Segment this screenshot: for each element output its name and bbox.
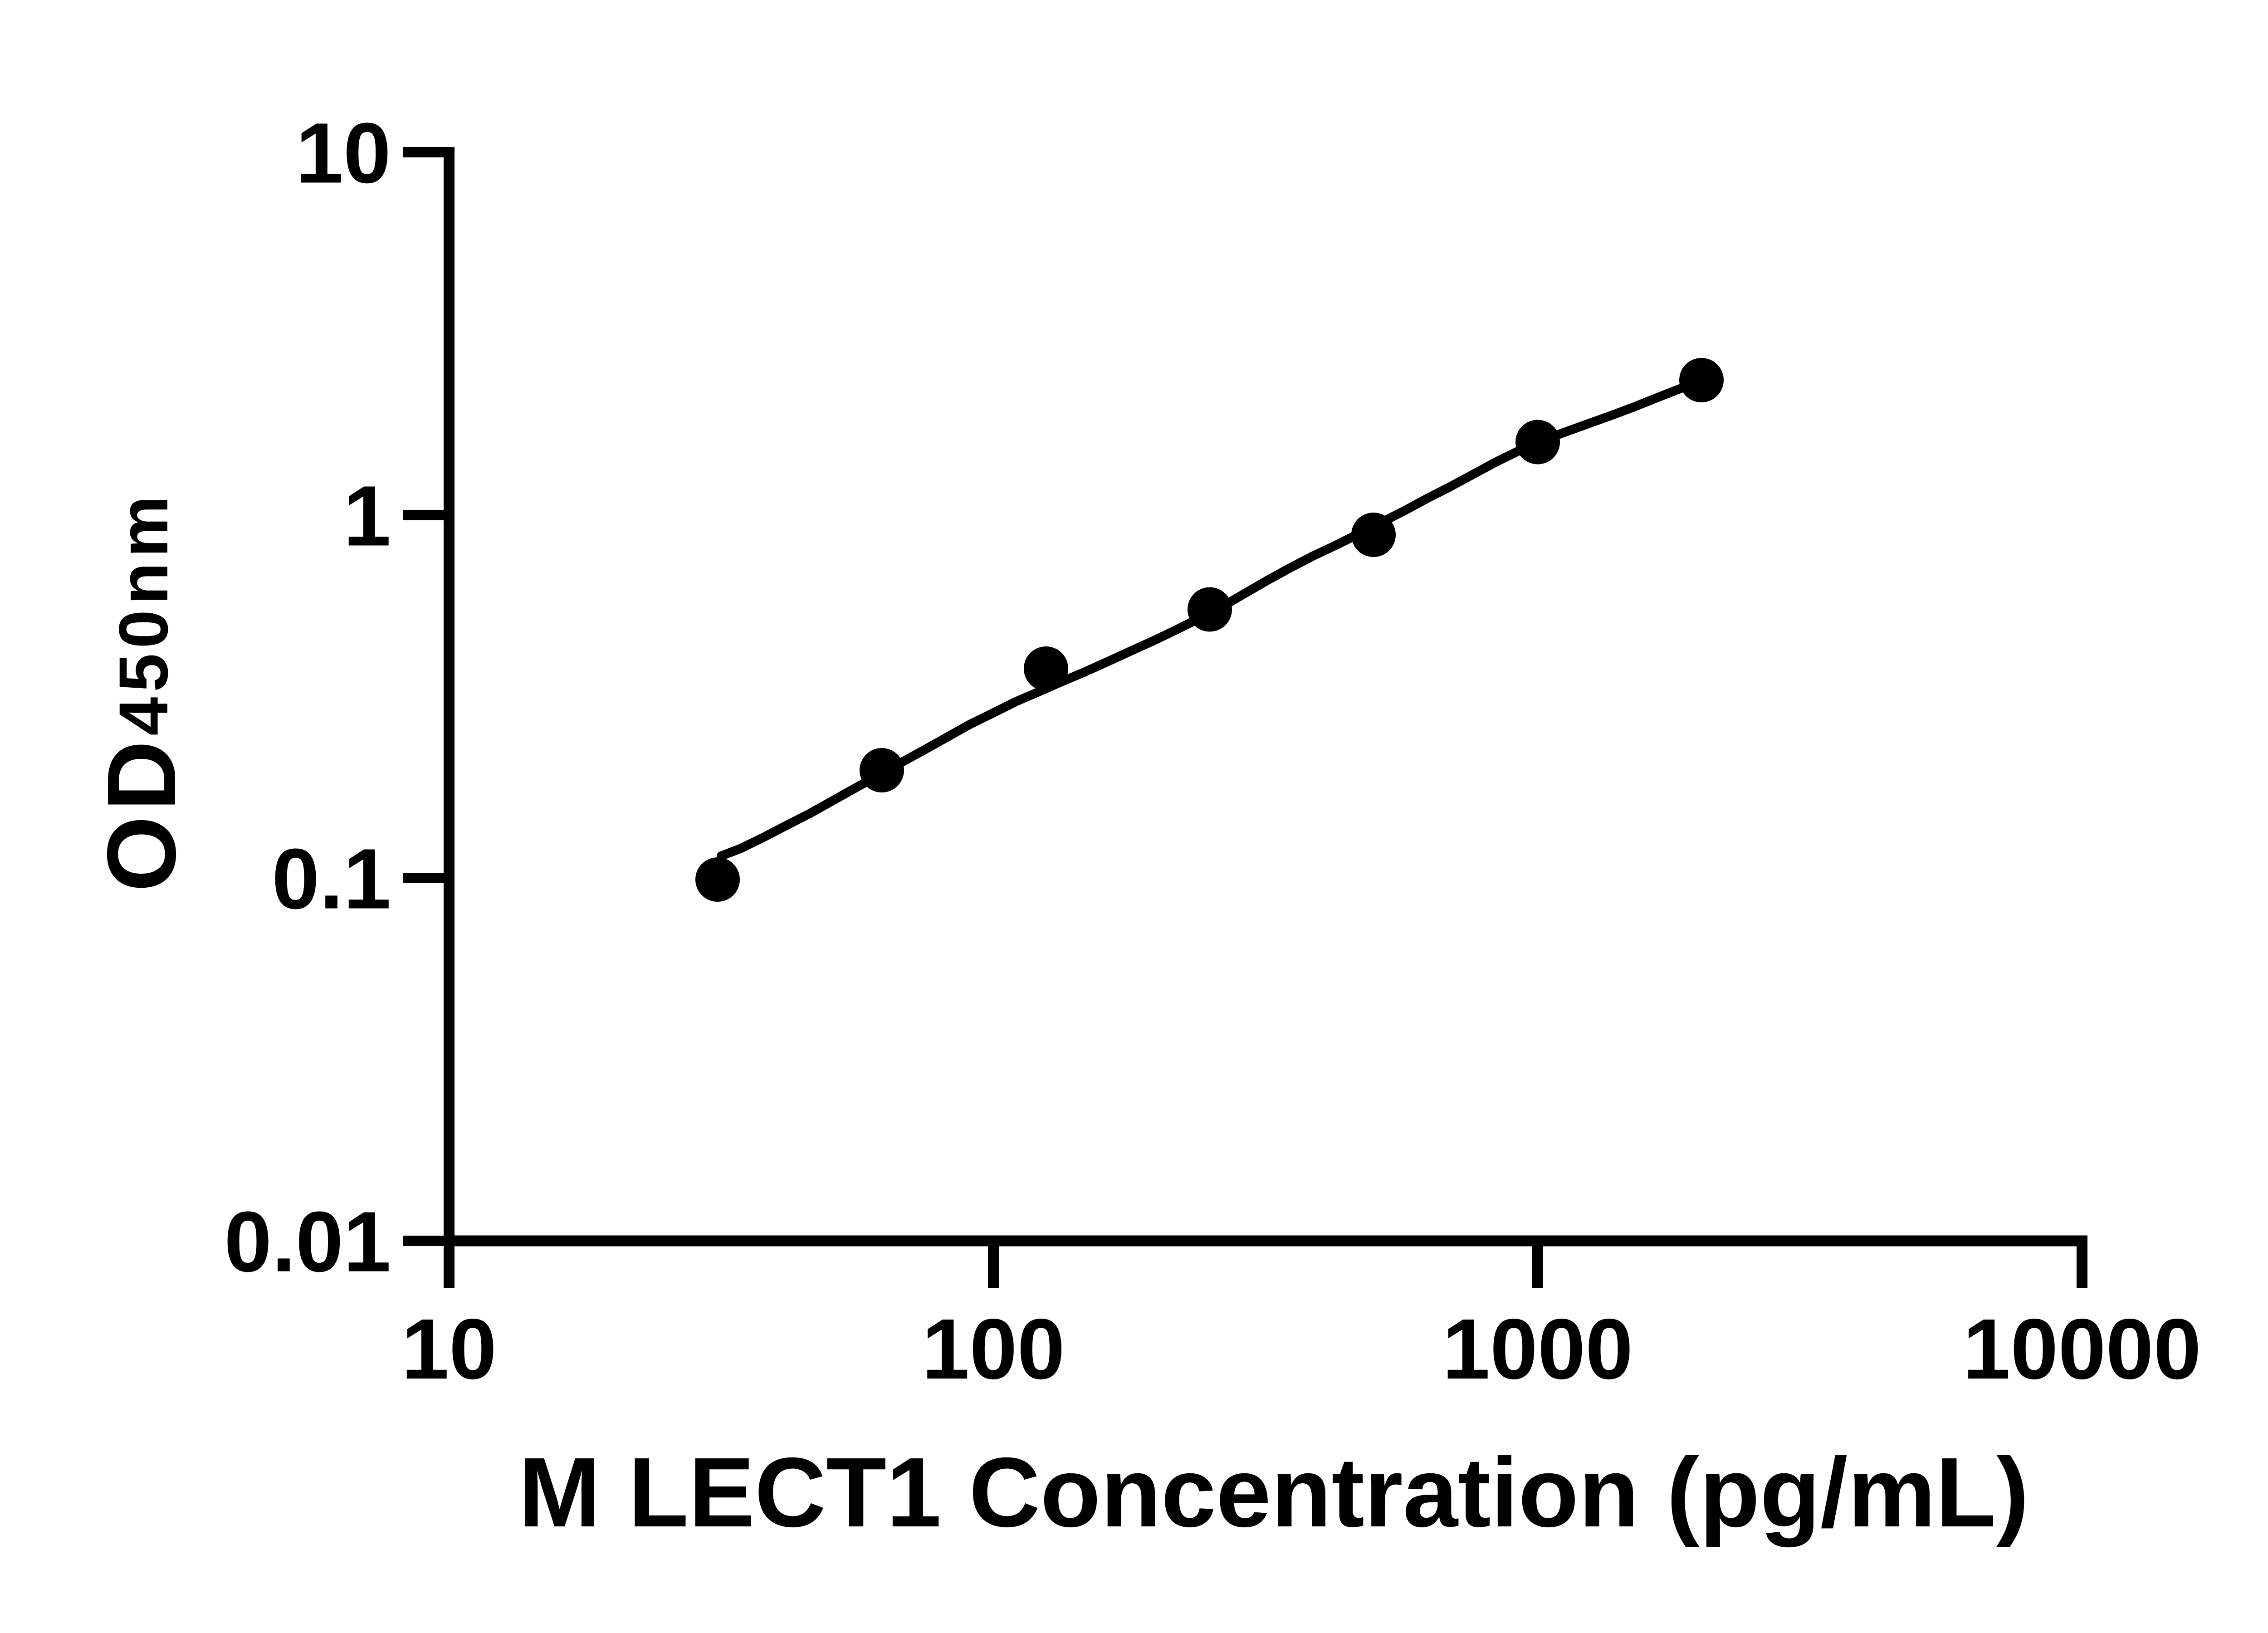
svg-text:1: 1: [343, 469, 391, 564]
svg-text:M LECT1 Concentration (pg/mL): M LECT1 Concentration (pg/mL): [518, 1437, 2029, 1548]
svg-text:0.01: 0.01: [224, 1194, 391, 1290]
svg-text:100: 100: [922, 1301, 1065, 1397]
svg-text:10: 10: [401, 1301, 497, 1397]
svg-text:10000: 10000: [1963, 1301, 2201, 1397]
svg-text:OD450nm: OD450nm: [87, 491, 196, 892]
svg-text:0.1: 0.1: [272, 831, 391, 927]
svg-text:10: 10: [296, 106, 391, 201]
svg-text:1000: 1000: [1442, 1301, 1633, 1397]
